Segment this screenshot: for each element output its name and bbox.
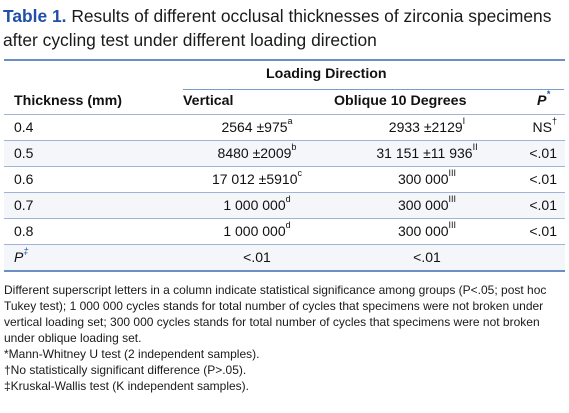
header-thickness: Thickness (mm): [14, 93, 123, 109]
cell-thickness: 0.8: [14, 223, 34, 239]
group-rule: [183, 89, 564, 90]
table-row: 0.8 1 000 000d 300 000III <.01: [4, 218, 565, 244]
cell-p-label-sup: ‡: [23, 246, 29, 257]
note-main: Different superscript letters in a colum…: [4, 283, 547, 345]
cell-oblique: 31 151 ±11 936II: [334, 142, 520, 161]
cell-thickness: 0.7: [14, 197, 34, 213]
cell-vertical: 17 012 ±5910c: [183, 168, 331, 187]
cell-oblique-sup: III: [448, 168, 457, 179]
cell-oblique-value: 300 000: [397, 223, 449, 239]
header-p-mark: *: [546, 89, 550, 100]
header-p: P*: [537, 90, 550, 109]
cell-oblique-value: 2933 ±2129: [388, 119, 463, 135]
cell-vertical: <.01: [183, 249, 331, 265]
cell-p-value: <.01: [529, 197, 557, 213]
cell-vertical-sup: a: [287, 116, 293, 127]
cell-oblique-sup: I: [462, 116, 466, 127]
cell-vertical-value: 1 000 000: [223, 197, 286, 213]
cell-vertical: 1 000 000d: [183, 220, 331, 239]
cell-p-value: NS: [532, 119, 552, 135]
cell-vertical-sup: d: [285, 194, 291, 205]
cell-p: NS†: [532, 116, 557, 135]
cell-p: <.01: [529, 145, 557, 161]
cell-p-value: <.01: [529, 145, 557, 161]
header-oblique: Oblique 10 Degrees: [334, 93, 467, 109]
cell-oblique-value: 31 151 ±11 936: [376, 145, 473, 161]
cell-p: <.01: [529, 223, 557, 239]
cell-oblique-sup: III: [448, 194, 457, 205]
table-row-p: P‡ <.01 <.01: [4, 244, 565, 272]
cell-vertical: 8480 ±2009b: [183, 142, 331, 161]
cell-oblique-value: 300 000: [397, 171, 449, 187]
table-row: 0.6 17 012 ±5910c 300 000III <.01: [4, 166, 565, 192]
caption-text: Results of different occlusal thicknesse…: [3, 6, 552, 50]
cell-oblique: 300 000III: [334, 220, 520, 239]
cell-vertical: 1 000 000d: [183, 194, 331, 213]
cell-vertical-sup: b: [291, 142, 297, 153]
cell-vertical-value: 1 000 000: [223, 223, 286, 239]
cell-vertical-value: 8480 ±2009: [217, 145, 292, 161]
cell-vertical-sup: c: [297, 168, 303, 179]
cell-p-label-text: P: [14, 249, 24, 265]
cell-p-label: P‡: [14, 246, 29, 265]
cell-p: <.01: [529, 171, 557, 187]
table-row: 0.5 8480 ±2009b 31 151 ±11 936II <.01: [4, 140, 565, 166]
note-star: *Mann-Whitney U test (2 independent samp…: [4, 347, 260, 361]
cell-oblique: 300 000III: [334, 168, 520, 187]
header-loading-direction: Loading Direction: [266, 66, 387, 82]
cell-oblique-value: 300 000: [397, 197, 449, 213]
cell-thickness: 0.5: [14, 145, 34, 161]
cell-oblique-sup: II: [472, 142, 478, 153]
cell-p-value: <.01: [529, 171, 557, 187]
cell-thickness: 0.4: [14, 119, 34, 135]
table-notes: Different superscript letters in a colum…: [4, 282, 564, 394]
table-row: 0.4 2564 ±975a 2933 ±2129I NS†: [4, 114, 565, 140]
cell-oblique: 2933 ±2129I: [334, 116, 520, 135]
cell-thickness: 0.6: [14, 171, 34, 187]
cell-vertical-value: 2564 ±975: [221, 119, 288, 135]
cell-vertical: 2564 ±975a: [183, 116, 331, 135]
table-label: Table 1.: [3, 6, 67, 26]
cell-vertical-sup: d: [285, 220, 291, 231]
cell-p: <.01: [529, 197, 557, 213]
cell-p-sup: †: [551, 116, 557, 127]
header-p-text: P: [537, 93, 547, 109]
cell-vertical-value: 17 012 ±5910: [211, 171, 298, 187]
cell-oblique-sup: III: [448, 220, 457, 231]
header-vertical: Vertical: [183, 93, 234, 109]
cell-oblique-value: <.01: [413, 249, 441, 265]
top-rule: [4, 59, 565, 61]
table-row: 0.7 1 000 000d 300 000III <.01: [4, 192, 565, 218]
cell-vertical-value: <.01: [243, 249, 271, 265]
cell-p-value: <.01: [529, 223, 557, 239]
table-caption: Table 1. Results of different occlusal t…: [3, 4, 563, 52]
cell-oblique: <.01: [334, 249, 520, 265]
cell-oblique: 300 000III: [334, 194, 520, 213]
table-body: 0.4 2564 ±975a 2933 ±2129I NS† 0.5 8480 …: [4, 114, 565, 272]
note-ddagger: ‡Kruskal-Wallis test (K independent samp…: [4, 379, 249, 393]
note-dagger: †No statistically significant difference…: [4, 363, 247, 377]
